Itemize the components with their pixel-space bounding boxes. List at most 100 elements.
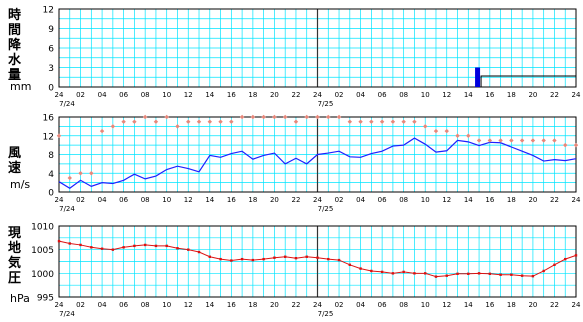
gust-marker	[498, 138, 503, 143]
pressure-xtick-label: 14	[205, 301, 214, 309]
pressure-xtick-label: 20	[270, 301, 279, 309]
pressure-xtick-label: 24	[313, 301, 322, 309]
pressure-xtick-label: 24	[572, 301, 581, 309]
pressure-point	[100, 247, 104, 250]
gust-marker	[229, 119, 234, 124]
rain-xtick-label: 02	[335, 91, 344, 99]
rain-date-label: 7/25	[318, 100, 334, 108]
wind-xtick-label: 04	[356, 196, 365, 204]
wind-xtick-label: 14	[205, 196, 214, 204]
gust-marker	[121, 119, 126, 124]
wind-xtick-label: 10	[162, 196, 171, 204]
pressure-xtick-label: 06	[119, 301, 128, 309]
pressure-point	[90, 246, 93, 249]
pressure-point	[316, 256, 319, 259]
wind-xtick-label: 24	[55, 196, 64, 204]
rain-xtick-label: 22	[291, 91, 300, 99]
rain-xtick-label: 18	[507, 91, 516, 99]
rain-xtick-label: 02	[76, 91, 85, 99]
rain-ytick-label: 0	[48, 84, 54, 94]
gust-marker	[379, 119, 385, 124]
pressure-point	[391, 272, 395, 275]
pressure-point	[68, 242, 71, 245]
gust-marker	[89, 171, 94, 176]
rain-ytick-label: 9	[48, 25, 54, 35]
wind-ytick-label: 16	[43, 114, 55, 124]
wind-panel-label: 風速	[8, 146, 22, 176]
pressure-point	[187, 248, 190, 251]
pressure-point	[499, 273, 502, 276]
pressure-point	[424, 272, 427, 275]
wind-xtick-label: 12	[442, 196, 451, 204]
wind-ytick-label: 0	[48, 189, 54, 199]
gust-marker	[552, 138, 557, 143]
wind-xtick-label: 20	[270, 196, 279, 204]
wind-date-label: 7/24	[59, 205, 75, 213]
pressure-point	[208, 255, 211, 258]
rain-unit: mm	[10, 80, 32, 93]
pressure-point	[305, 255, 308, 258]
rain-xtick-label: 18	[248, 91, 257, 99]
wind-xtick-label: 16	[227, 196, 236, 204]
rain-xtick-label: 22	[550, 91, 559, 99]
gust-marker	[347, 119, 353, 124]
gust-marker	[282, 114, 288, 120]
rain-ytick-label: 3	[48, 64, 54, 74]
rain-xtick-label: 04	[98, 91, 107, 99]
pressure-date-label: 7/25	[318, 310, 334, 318]
pressure-point	[240, 257, 244, 261]
pressure-date-label: 7/24	[59, 310, 75, 318]
wind-xtick-label: 04	[98, 196, 107, 204]
pressure-point	[456, 272, 459, 276]
rain-bar	[475, 67, 481, 87]
wind-xtick-label: 18	[248, 196, 257, 204]
pressure-ytick-label: 1000	[31, 270, 54, 280]
pressure-ytick-label: 995	[37, 294, 54, 304]
pressure-ytick-label: 1005	[31, 246, 54, 256]
pressure-xtick-label: 22	[550, 301, 559, 309]
pressure-point	[488, 272, 492, 276]
gust-marker	[175, 124, 180, 129]
gust-marker	[153, 119, 159, 124]
rain-xtick-label: 20	[270, 91, 279, 99]
wind-xtick-label: 24	[313, 196, 322, 204]
pressure-point	[79, 243, 82, 247]
rain-missing-bracket	[480, 75, 576, 87]
gust-marker	[196, 119, 202, 124]
pressure-point	[477, 272, 481, 275]
pressure-point	[165, 244, 168, 248]
gust-marker	[412, 119, 417, 124]
gust-marker	[433, 128, 439, 134]
rain-xtick-label: 06	[119, 91, 128, 99]
gust-marker	[186, 119, 191, 124]
pressure-point	[434, 275, 438, 278]
pressure-point	[510, 273, 513, 276]
gust-marker	[455, 133, 460, 138]
wind-xtick-label: 06	[119, 196, 128, 204]
wind-xtick-label: 08	[141, 196, 150, 204]
wind-unit: m/s	[10, 178, 31, 191]
pressure-point	[122, 246, 125, 249]
gust-marker	[466, 133, 471, 138]
pressure-point	[531, 274, 535, 278]
gust-marker	[423, 124, 428, 129]
pressure-point	[467, 272, 470, 276]
wind-xtick-label: 16	[485, 196, 494, 204]
pressure-xtick-label: 12	[442, 301, 451, 309]
rain-xtick-label: 10	[421, 91, 430, 99]
rain-frame	[58, 8, 577, 88]
gust-marker	[99, 128, 105, 134]
pressure-point	[133, 244, 136, 248]
pressure-xtick-label: 04	[98, 301, 107, 309]
rain-xtick-label: 10	[162, 91, 171, 99]
wind-ytick-label: 8	[48, 151, 54, 161]
rain-xtick-label: 06	[378, 91, 387, 99]
pressure-frame	[58, 225, 577, 298]
gust-marker	[390, 119, 396, 124]
pressure-point	[154, 244, 158, 248]
pressure-xtick-label: 24	[55, 301, 64, 309]
rain-panel-label: 時間降水量	[8, 8, 22, 83]
wind-ytick-label: 4	[48, 170, 54, 180]
pressure-xtick-label: 20	[528, 301, 537, 309]
pressure-point	[520, 274, 524, 277]
